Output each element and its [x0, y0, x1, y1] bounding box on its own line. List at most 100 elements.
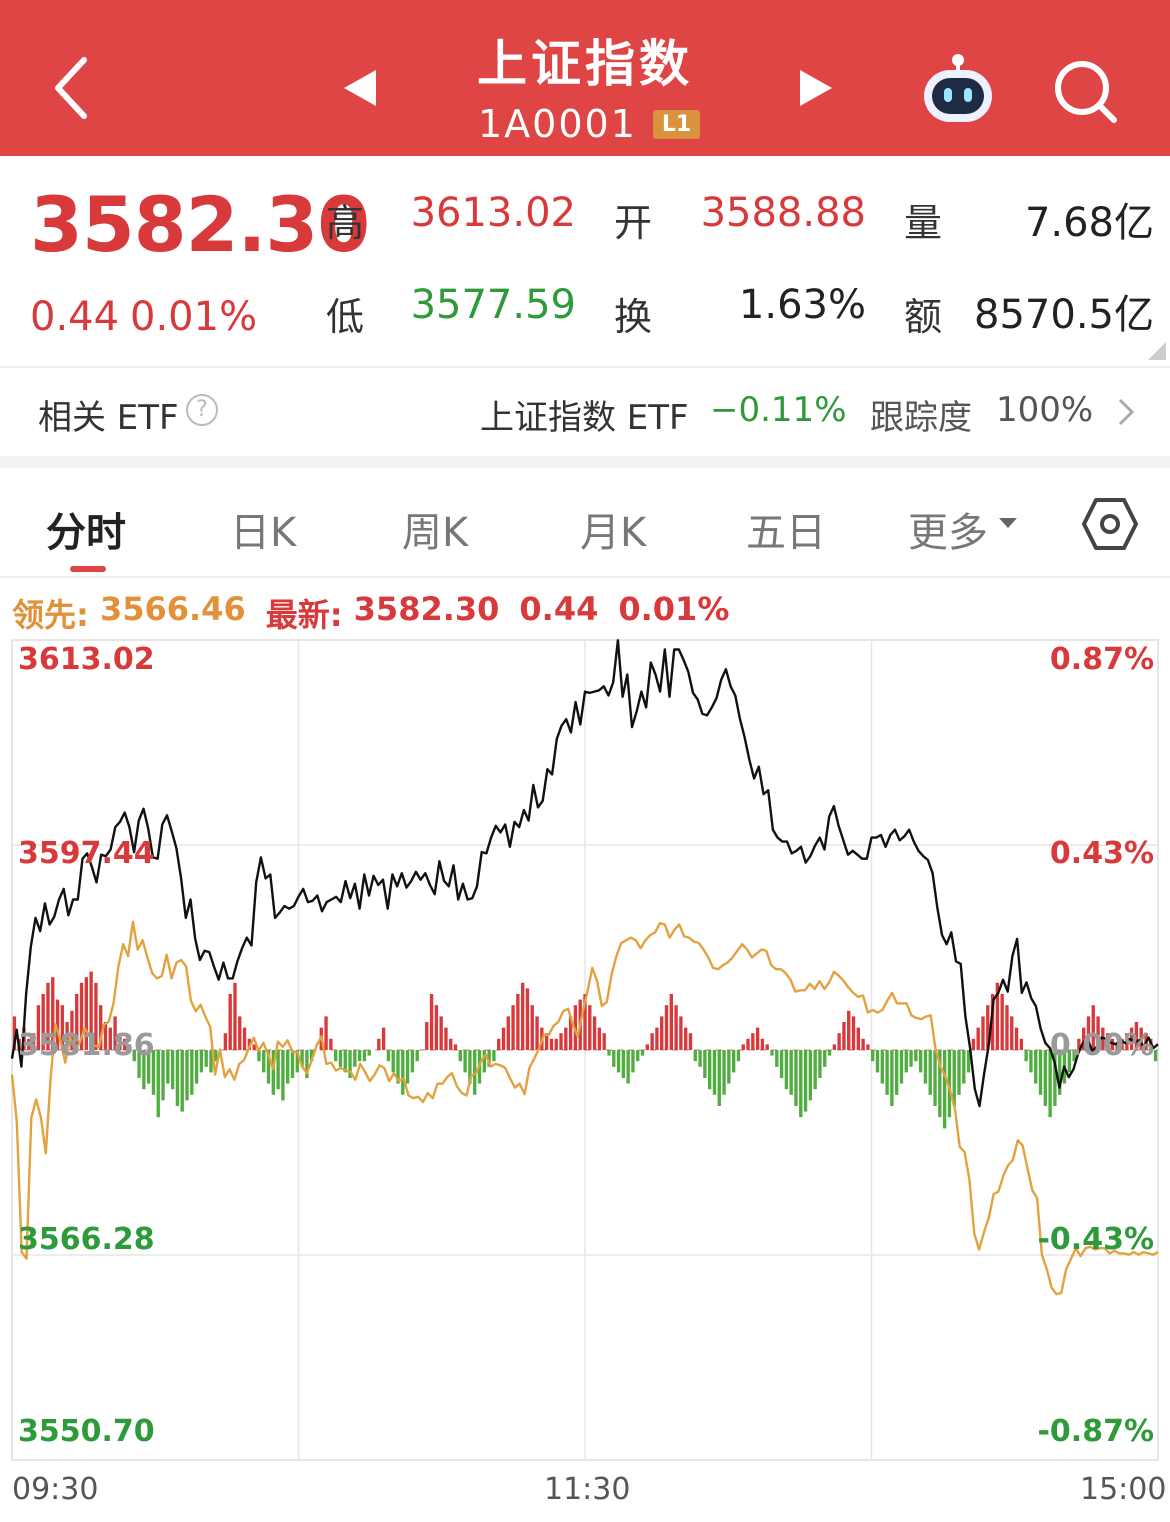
volume-bar-up: [31, 1033, 36, 1050]
volume-bar-down: [146, 1050, 151, 1084]
volume-bar-down: [918, 1050, 923, 1073]
volume-bar-up: [554, 1038, 558, 1050]
help-icon[interactable]: ?: [186, 394, 218, 426]
volume-bar-up: [79, 982, 84, 1050]
volume-bar-up: [89, 971, 93, 1050]
latest-value: 3582.30: [353, 590, 500, 628]
volume-bar-down: [410, 1050, 415, 1073]
volume-bar-down: [928, 1050, 932, 1095]
prev-triangle-icon[interactable]: [340, 66, 380, 110]
volume-bar-down: [914, 1050, 918, 1062]
price-change: 0.44: [30, 294, 120, 340]
tab-more[interactable]: 更多: [908, 510, 988, 556]
lead-index-line: [10, 920, 1159, 1296]
volume-bar-down: [775, 1050, 779, 1067]
y-right-tick: -0.43%: [1037, 1222, 1154, 1257]
tab-intraday[interactable]: 分时: [46, 510, 126, 556]
volume-bar-down: [904, 1050, 908, 1073]
intraday-chart[interactable]: [0, 630, 1170, 1472]
volume-bar-up: [439, 1016, 443, 1050]
volume-bar-up: [995, 982, 1000, 1050]
volume-bar-down: [137, 1050, 141, 1078]
volume-bar-up: [1005, 1005, 1009, 1050]
volume-bar-up: [760, 1038, 765, 1050]
volume-bar-up: [497, 1038, 501, 1050]
volume-bar-up: [51, 977, 55, 1050]
tab-weekly-k[interactable]: 周K: [402, 510, 469, 556]
chevron-right-icon[interactable]: [1116, 392, 1136, 432]
volume-bar-down: [396, 1050, 400, 1084]
volume-bar-up: [861, 1038, 865, 1050]
volume-bar-up: [976, 1027, 980, 1050]
volume-bar-up: [1120, 1038, 1124, 1050]
volume-bar-down: [214, 1050, 218, 1062]
volume-bar-up: [592, 1016, 597, 1050]
volume-bar-up: [65, 1022, 69, 1050]
volume-bar-down: [362, 1050, 367, 1062]
stat-label-open: 开: [614, 201, 653, 245]
volume-bar-up: [113, 1016, 117, 1050]
stat-label-turnover: 换: [614, 295, 653, 339]
volume-bar-up: [602, 1033, 606, 1050]
volume-bar-up: [36, 1005, 41, 1050]
volume-bar-up: [103, 1022, 108, 1050]
volume-bar-down: [492, 1050, 496, 1062]
volume-bar-up: [238, 1016, 242, 1050]
volume-bar-down: [415, 1050, 419, 1062]
volume-bar-up: [60, 1005, 65, 1050]
volume-bar-up: [847, 1010, 851, 1050]
volume-bar-up: [511, 1005, 515, 1050]
x-tick: 15:00: [1080, 1472, 1167, 1507]
volume-bar-up: [564, 1027, 568, 1050]
volume-bar-down: [343, 1050, 347, 1073]
volume-bar-down: [871, 1050, 875, 1062]
volume-bar-up: [1086, 1016, 1091, 1050]
volume-bar-down: [698, 1050, 702, 1067]
volume-bar-up: [84, 977, 89, 1050]
volume-bar-down: [310, 1050, 314, 1062]
volume-bar-down: [966, 1050, 971, 1073]
volume-bar-down: [717, 1050, 721, 1106]
volume-bar-up: [559, 1033, 563, 1050]
volume-bar-down: [823, 1050, 827, 1067]
volume-bar-down: [142, 1050, 146, 1090]
caret-down-icon[interactable]: [998, 516, 1018, 530]
volume-bar-down: [1024, 1050, 1028, 1062]
volume-bar-up: [516, 994, 520, 1050]
etf-section-label: 相关 ETF: [38, 398, 179, 438]
volume-bar-up: [655, 1027, 659, 1050]
volume-bar-down: [952, 1050, 956, 1106]
volume-bar-up: [660, 1016, 664, 1050]
next-triangle-icon[interactable]: [796, 66, 836, 110]
volume-bar-down: [938, 1050, 942, 1118]
volume-bar-up: [1091, 1005, 1095, 1050]
tab-five-day[interactable]: 五日: [746, 510, 826, 556]
stat-label-volume: 量: [904, 201, 943, 245]
tab-monthly-k[interactable]: 月K: [580, 510, 647, 556]
stat-value-low: 3577.59: [410, 282, 576, 328]
volume-bar-down: [909, 1050, 913, 1067]
stock-code: 1A0001: [478, 102, 637, 146]
volume-bar-down: [1048, 1050, 1052, 1118]
volume-bar-down: [156, 1050, 160, 1118]
volume-bar-up: [55, 999, 60, 1050]
level-badge: L1: [652, 109, 701, 139]
volume-bar-up: [449, 1038, 453, 1050]
volume-bar-down: [132, 1050, 136, 1062]
volume-bar-up: [588, 1005, 592, 1050]
volume-bar-down: [487, 1050, 491, 1067]
volume-bar-down: [818, 1050, 822, 1078]
settings-hexagon-icon[interactable]: [1082, 496, 1138, 552]
volume-bar-up: [842, 1022, 846, 1050]
y-left-tick: 3550.70: [18, 1414, 155, 1449]
y-left-tick: 3613.02: [18, 642, 155, 677]
expand-corner-icon[interactable]: [1148, 342, 1166, 360]
robot-assistant-icon[interactable]: [918, 52, 998, 126]
tab-daily-k[interactable]: 日K: [230, 510, 297, 556]
volume-bar-down: [722, 1050, 726, 1095]
volume-bar-down: [636, 1050, 640, 1062]
volume-bar-down: [784, 1050, 789, 1090]
back-arrow-icon[interactable]: [38, 50, 108, 126]
volume-bar-up: [535, 1016, 539, 1050]
search-icon[interactable]: [1052, 58, 1118, 124]
